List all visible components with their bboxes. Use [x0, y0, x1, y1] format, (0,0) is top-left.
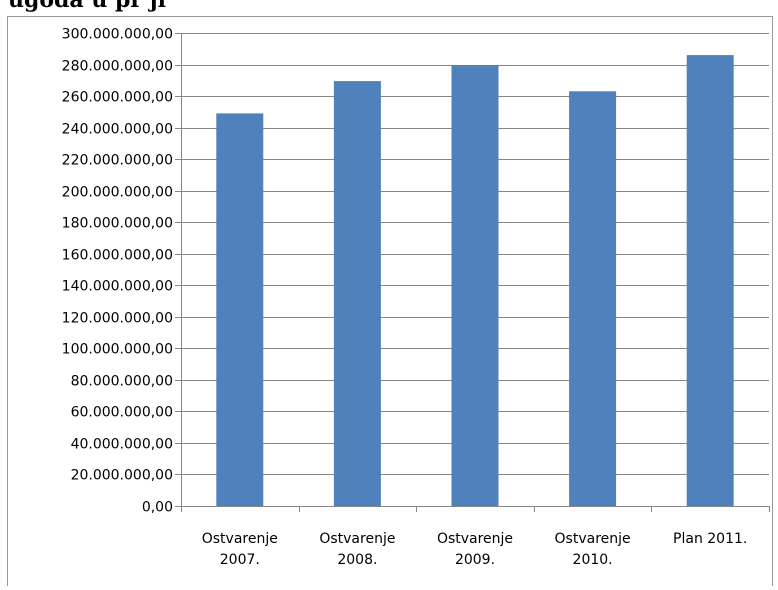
y-tick-label: 200.000.000,00 [62, 185, 173, 201]
y-tick-label: 240.000.000,00 [62, 122, 173, 138]
bar [216, 113, 264, 507]
y-tick-label: 300.000.000,00 [62, 27, 173, 43]
y-tick-label: 260.000.000,00 [62, 90, 173, 106]
x-category-label: Ostvarenje [555, 531, 631, 547]
x-category-label: 2007. [220, 552, 260, 568]
x-category-label: 2010. [573, 552, 613, 568]
x-category-label: Ostvarenje [202, 531, 278, 547]
bar [333, 81, 381, 506]
y-tick-label: 60.000.000,00 [71, 405, 173, 421]
clipped-heading: ugoda u pr ji [8, 0, 166, 13]
y-tick-label: 40.000.000,00 [71, 437, 173, 453]
y-tick-label: 80.000.000,00 [71, 374, 173, 390]
y-tick-label: 120.000.000,00 [62, 311, 173, 327]
y-tick-label: 140.000.000,00 [62, 279, 173, 295]
y-tick-label: 280.000.000,00 [62, 59, 173, 75]
x-category-label: Ostvarenje [437, 531, 513, 547]
x-category-label: 2009. [455, 552, 495, 568]
x-category-label: 2008. [337, 552, 377, 568]
y-tick-label: 100.000.000,00 [62, 342, 173, 358]
bar [569, 91, 617, 507]
y-tick-label: 20.000.000,00 [71, 468, 173, 484]
bar [451, 65, 499, 506]
y-tick-label: 0,00 [142, 500, 173, 516]
x-category-label: Ostvarenje [319, 531, 395, 547]
y-tick-label: 180.000.000,00 [62, 216, 173, 232]
x-category-label: Plan 2011. [673, 531, 747, 547]
y-tick-label: 220.000.000,00 [62, 153, 173, 169]
chart-frame [7, 16, 773, 586]
bar [686, 55, 734, 506]
y-tick-label: 160.000.000,00 [62, 248, 173, 264]
